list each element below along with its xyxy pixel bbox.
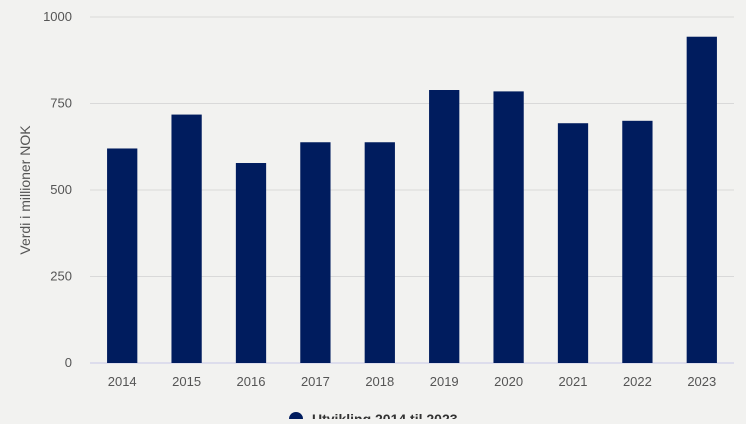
bar-2014[interactable]: [107, 148, 138, 363]
bar-2020[interactable]: [493, 91, 524, 363]
x-tick-label: 2023: [687, 374, 716, 389]
bar-2023[interactable]: [686, 36, 717, 364]
x-tick-label: 2014: [108, 374, 137, 389]
bar-2016[interactable]: [235, 163, 267, 363]
bar-2021[interactable]: [557, 123, 589, 363]
x-tick-label: 2020: [494, 374, 523, 389]
bars: [107, 36, 717, 364]
bar-2019[interactable]: [429, 90, 460, 364]
x-tick-label: 2018: [365, 374, 394, 389]
y-axis-ticks: 0 250 500 750 1000: [43, 9, 72, 370]
bar-2018[interactable]: [364, 142, 395, 363]
y-tick-label: 500: [50, 182, 72, 197]
y-axis-title: Verdi i millioner NOK: [17, 125, 33, 255]
y-tick-label: 1000: [43, 9, 72, 24]
x-tick-label: 2022: [623, 374, 652, 389]
bar-2017[interactable]: [300, 142, 331, 363]
bar-2022[interactable]: [622, 120, 653, 363]
legend-marker: [289, 412, 303, 424]
legend-label: Utvikling 2014 til 2023: [312, 411, 458, 419]
x-tick-label: 2015: [172, 374, 201, 389]
x-tick-label: 2019: [430, 374, 459, 389]
x-axis-ticks: 2014 2015 2016 2017 2018 2019 2020 2021 2022 2023: [108, 374, 717, 389]
y-tick-label: 0: [65, 355, 72, 370]
x-tick-label: 2016: [237, 374, 266, 389]
y-tick-label: 250: [50, 269, 72, 284]
y-tick-label: 750: [50, 96, 72, 111]
x-tick-label: 2017: [301, 374, 330, 389]
legend[interactable]: Utvikling 2014 til 2023: [289, 411, 458, 424]
bar-2015[interactable]: [171, 114, 202, 364]
x-tick-label: 2021: [559, 374, 588, 389]
